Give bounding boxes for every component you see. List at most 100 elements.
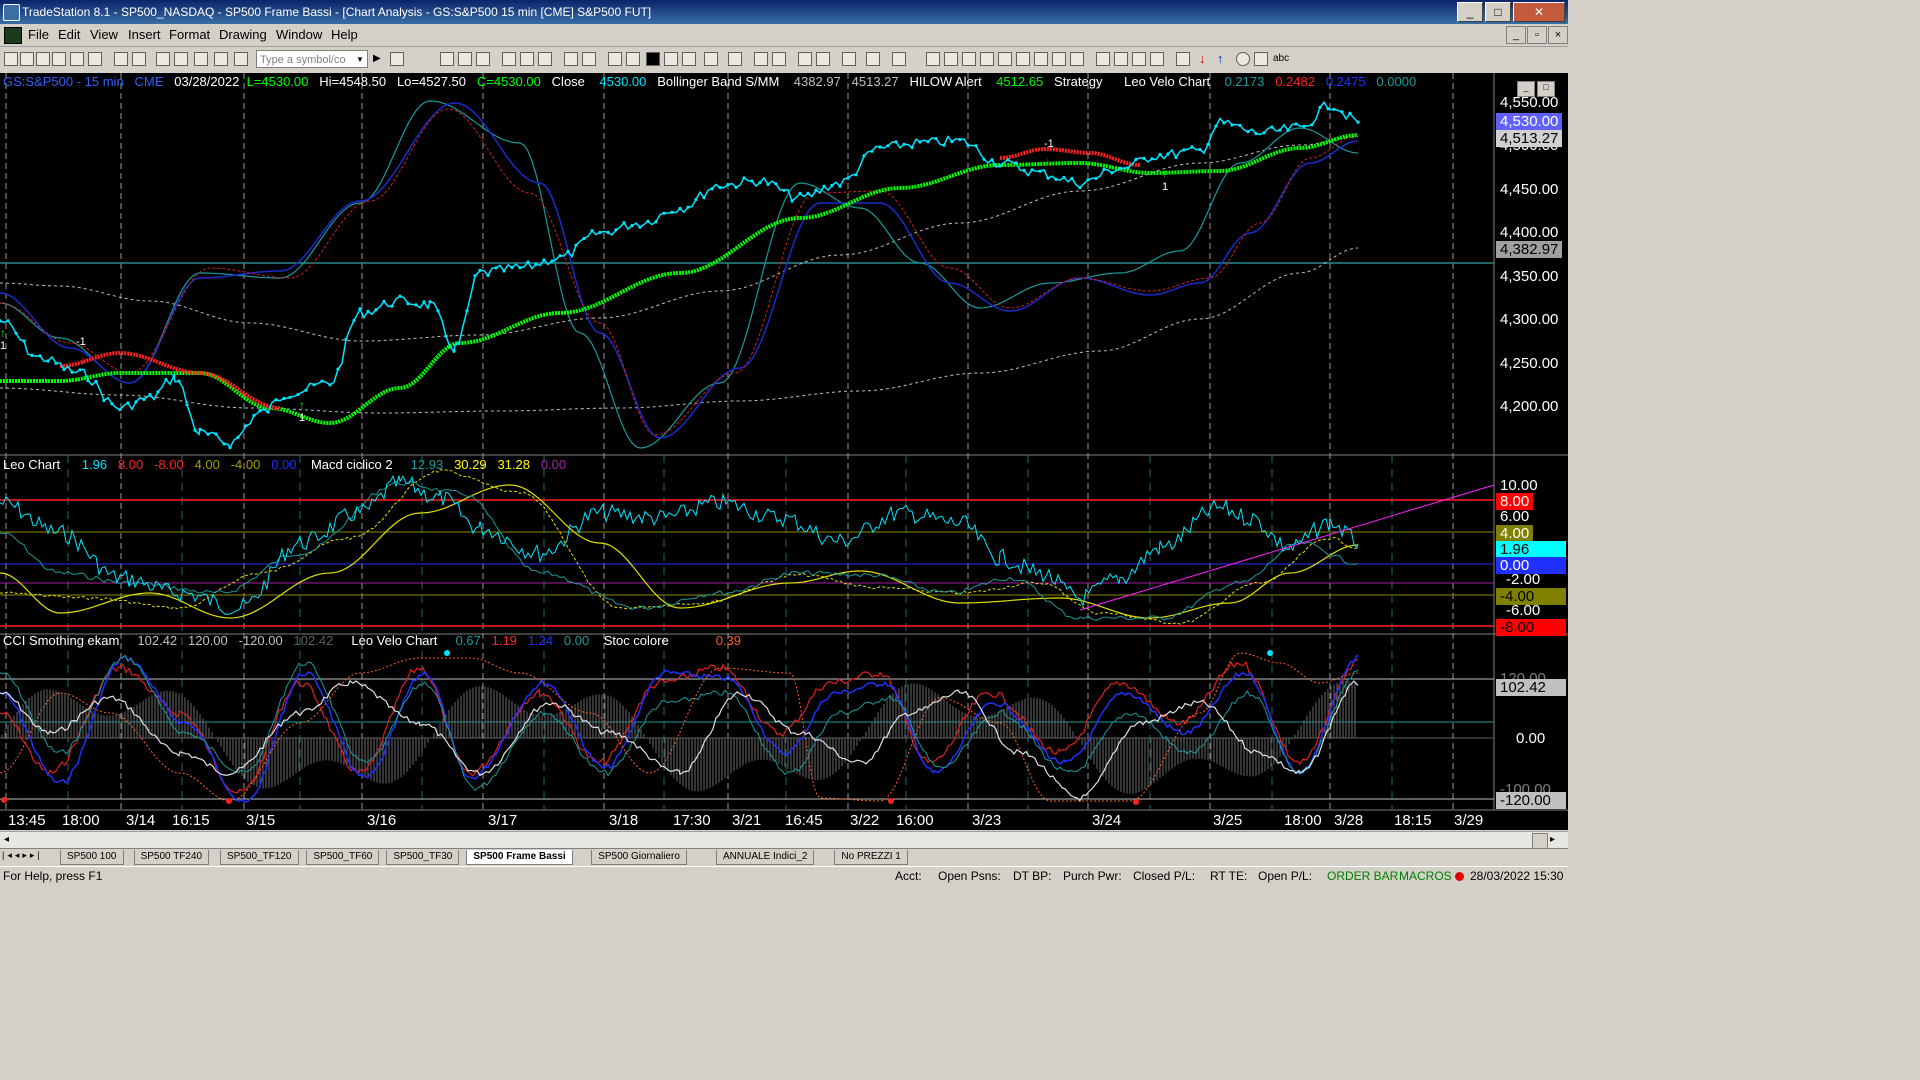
tab-sp500-giornaliero[interactable]: SP500 Giornaliero: [591, 850, 687, 865]
scroll-right-arrow-icon[interactable]: ▸: [1550, 834, 1556, 845]
chart-window-icon[interactable]: [4, 27, 22, 44]
time-zone-icon[interactable]: [1070, 52, 1084, 66]
menu-drawing[interactable]: Drawing: [219, 27, 267, 42]
interval-down-icon[interactable]: [582, 52, 596, 66]
tab-sp500-tf120[interactable]: SP500_TF120: [220, 850, 299, 865]
symbol-input[interactable]: Type a symbol/co: [256, 50, 368, 68]
arrow-up-icon[interactable]: ↑: [1217, 51, 1224, 66]
arc-icon[interactable]: [1132, 52, 1146, 66]
menu-file[interactable]: File: [28, 27, 49, 42]
matrix-icon[interactable]: [214, 52, 228, 66]
save-icon[interactable]: [52, 52, 66, 66]
tab-sp500-100[interactable]: SP500 100: [60, 850, 124, 865]
vertical-lines-icon[interactable]: [944, 52, 958, 66]
alerts-icon[interactable]: [866, 52, 880, 66]
format-icon[interactable]: [458, 52, 472, 66]
scroll-right-icon[interactable]: [626, 52, 640, 66]
tab-no-prezzi-1[interactable]: No PREZZI 1: [834, 850, 908, 865]
gann-fan-icon[interactable]: [1016, 52, 1030, 66]
chart-window-icon[interactable]: [156, 52, 170, 66]
zoom-in-icon[interactable]: [754, 52, 768, 66]
symbol-lookup-icon[interactable]: [390, 52, 404, 66]
pitchfork-icon[interactable]: [1150, 52, 1164, 66]
scroll-left-icon[interactable]: [608, 52, 622, 66]
pointer-icon[interactable]: [798, 52, 812, 66]
minimize-button[interactable]: _: [1457, 2, 1483, 22]
globe-icon[interactable]: [234, 52, 248, 66]
menu-help[interactable]: Help: [331, 27, 358, 42]
radar-icon[interactable]: [174, 52, 188, 66]
bar-type-icon[interactable]: [502, 52, 516, 66]
bars-right-icon[interactable]: [728, 52, 742, 66]
bars-left-icon[interactable]: [704, 52, 718, 66]
trendline-icon[interactable]: [926, 52, 940, 66]
close-button[interactable]: ✕: [1513, 2, 1565, 22]
price-bar-dot: [288, 395, 292, 399]
mdi-minimize-button[interactable]: _: [1506, 26, 1526, 44]
open-folder-icon[interactable]: [36, 52, 50, 66]
cci-value-2: 120.00: [188, 633, 228, 648]
tab-sp500-frame-bassi[interactable]: SP500 Frame Bassi: [466, 850, 573, 865]
maximize-button[interactable]: □: [1485, 2, 1511, 22]
insert-analysis-icon[interactable]: [440, 52, 454, 66]
menu-edit[interactable]: Edit: [58, 27, 81, 42]
chart-canvas[interactable]: -1 ↓ ↑ 1 -1 ↓ ↑ 1 1 ↑: [0, 73, 1568, 830]
tab-annuale-indici-2[interactable]: ANNUALE Indici_2: [716, 850, 815, 865]
macros-toggle[interactable]: MACROS: [1399, 869, 1452, 883]
menu-view[interactable]: View: [90, 27, 118, 42]
tab-sp500-tf60[interactable]: SP500_TF60: [306, 850, 380, 865]
line-on-close-icon[interactable]: [520, 52, 534, 66]
scroll-left-arrow-icon[interactable]: ◂: [4, 834, 10, 845]
arrow-right-icon[interactable]: ▶: [373, 53, 381, 64]
mdi-close-button[interactable]: ×: [1548, 26, 1568, 44]
time-tick: 3/21: [732, 812, 762, 829]
quotes-icon[interactable]: [194, 52, 208, 66]
horizontal-scrollbar[interactable]: ◂ ▸: [0, 831, 1568, 849]
data-window-icon[interactable]: [476, 52, 490, 66]
channel-icon[interactable]: [1114, 52, 1128, 66]
freehand-icon[interactable]: [1176, 52, 1190, 66]
chevron-down-icon[interactable]: ▼: [356, 55, 364, 64]
save-workspace-icon[interactable]: [114, 52, 128, 66]
tab-nav-arrows-icon[interactable]: |◂◂▸▸|: [2, 850, 43, 860]
cycle-lines-icon[interactable]: [1052, 52, 1066, 66]
fibonacci-icon[interactable]: [980, 52, 994, 66]
leo-chart-line: [0, 474, 1359, 615]
chart-analysis-window[interactable]: -1 ↓ ↑ 1 -1 ↓ ↑ 1 1 ↑: [0, 73, 1568, 830]
expand-bars-icon[interactable]: [682, 52, 696, 66]
menu-window[interactable]: Window: [276, 27, 323, 42]
candlestick-icon[interactable]: [538, 52, 552, 66]
rectangle-icon[interactable]: [1254, 52, 1268, 66]
scroll-thumb[interactable]: [1532, 833, 1548, 849]
menu-insert[interactable]: Insert: [128, 27, 161, 42]
zoom-out-icon[interactable]: [772, 52, 786, 66]
menu-format[interactable]: Format: [169, 27, 211, 42]
price-bar-dot: [870, 149, 874, 153]
new-icon[interactable]: [4, 52, 18, 66]
horizontal-line-icon[interactable]: [962, 52, 976, 66]
text-tool-icon[interactable]: abc: [1273, 53, 1290, 64]
ellipse-icon[interactable]: [1236, 52, 1250, 66]
crosshair-icon[interactable]: [816, 52, 830, 66]
order-bar-toggle[interactable]: ORDER BAR: [1327, 869, 1399, 883]
print-icon[interactable]: [132, 52, 146, 66]
messages-icon[interactable]: [892, 52, 906, 66]
panel-minimize-icon[interactable]: _: [1517, 81, 1535, 97]
price-bar-dot: [94, 379, 98, 383]
open-icon[interactable]: [20, 52, 34, 66]
paste-icon[interactable]: [88, 52, 102, 66]
price-bar-dot: [436, 309, 440, 313]
interval-up-icon[interactable]: [564, 52, 578, 66]
extend-line-icon[interactable]: [1096, 52, 1110, 66]
panel-maximize-icon[interactable]: □: [1537, 81, 1555, 97]
copy-icon[interactable]: [70, 52, 84, 66]
compress-bars-icon[interactable]: [664, 52, 678, 66]
arrow-down-icon[interactable]: ↓: [1199, 51, 1206, 66]
zigzag-icon[interactable]: [998, 52, 1012, 66]
background-color-icon[interactable]: [646, 52, 660, 66]
tab-sp500-tf30[interactable]: SP500_TF30: [386, 850, 460, 865]
speed-lines-icon[interactable]: [1034, 52, 1048, 66]
tab-sp500-tf240[interactable]: SP500 TF240: [133, 850, 210, 865]
hammer-icon[interactable]: [842, 52, 856, 66]
mdi-restore-button[interactable]: ▫: [1527, 26, 1547, 44]
